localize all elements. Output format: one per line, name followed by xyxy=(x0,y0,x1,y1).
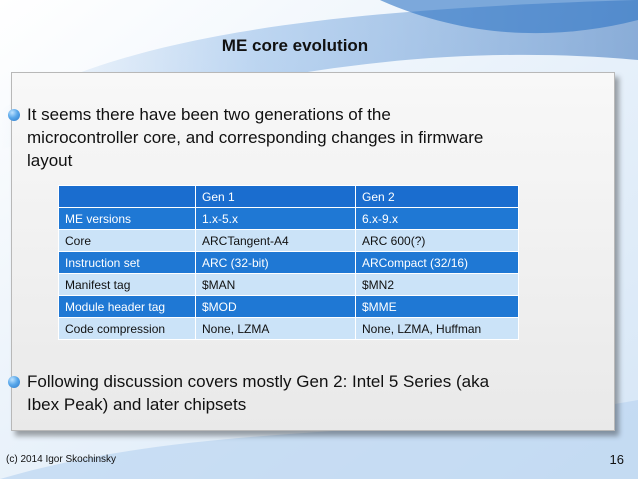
table-cell: Code compression xyxy=(58,317,196,340)
table-row: Manifest tag $MAN $MN2 xyxy=(58,273,519,296)
table-header-row: Gen 1 Gen 2 xyxy=(58,185,519,208)
table-row: Code compression None, LZMA None, LZMA, … xyxy=(58,317,519,340)
table-row: Module header tag $MOD $MME xyxy=(58,295,519,318)
table-cell: Instruction set xyxy=(58,251,196,274)
bullet-text: Following discussion covers mostly Gen 2… xyxy=(27,372,490,414)
table-header-cell: Gen 2 xyxy=(355,185,519,208)
slide-title: ME core evolution xyxy=(221,36,369,55)
bullet-icon xyxy=(8,109,20,121)
table-cell: $MME xyxy=(355,295,519,318)
bullet-item: It seems there have been two generations… xyxy=(8,103,497,172)
table-header-cell xyxy=(58,185,196,208)
table-cell: ARC (32-bit) xyxy=(195,251,356,274)
table-cell: $MOD xyxy=(195,295,356,318)
table-cell: Manifest tag xyxy=(58,273,196,296)
table-cell: Core xyxy=(58,229,196,252)
bullet-item: Following discussion covers mostly Gen 2… xyxy=(8,370,497,416)
comparison-table: Gen 1 Gen 2 ME versions 1.x-5.x 6.x-9.x … xyxy=(58,185,519,340)
table-row: Core ARCTangent-A4 ARC 600(?) xyxy=(58,229,519,252)
table-cell: ARCTangent-A4 xyxy=(195,229,356,252)
table-cell: 6.x-9.x xyxy=(355,207,519,230)
bullet-icon xyxy=(8,376,20,388)
table-cell: 1.x-5.x xyxy=(195,207,356,230)
footer-copyright: (c) 2014 Igor Skochinsky xyxy=(6,454,117,465)
table-cell: ARC 600(?) xyxy=(355,229,519,252)
table-cell: Module header tag xyxy=(58,295,196,318)
table-row: ME versions 1.x-5.x 6.x-9.x xyxy=(58,207,519,230)
table-cell: $MAN xyxy=(195,273,356,296)
bullet-text: It seems there have been two generations… xyxy=(27,105,484,170)
table-row: Instruction set ARC (32-bit) ARCompact (… xyxy=(58,251,519,274)
table-cell: ME versions xyxy=(58,207,196,230)
table-header-cell: Gen 1 xyxy=(195,185,356,208)
table-cell: None, LZMA xyxy=(195,317,356,340)
table-cell: None, LZMA, Huffman xyxy=(355,317,519,340)
table-cell: $MN2 xyxy=(355,273,519,296)
table-cell: ARCompact (32/16) xyxy=(355,251,519,274)
page-number: 16 xyxy=(609,452,624,467)
